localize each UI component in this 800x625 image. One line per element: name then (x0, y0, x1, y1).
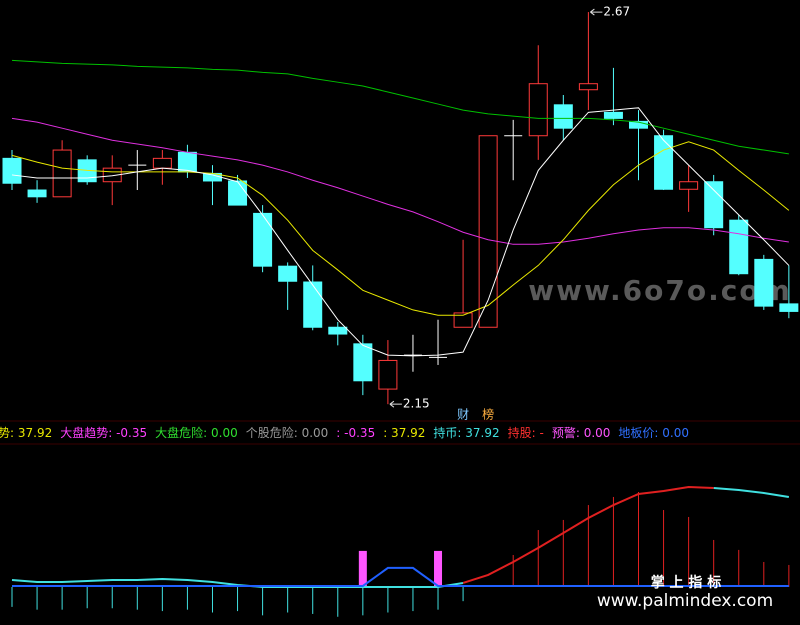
ma-line (11, 107, 790, 357)
marker: 榜 (482, 407, 494, 422)
legend-item: : -0.35 (336, 426, 376, 440)
watermark: www.6o7o.com (528, 274, 792, 307)
candle-body (729, 219, 749, 275)
candle-body (603, 111, 623, 119)
watermark: 掌 上 指 标 (651, 574, 722, 591)
candle-body (228, 180, 248, 206)
watermark: www.palmindex.com (597, 591, 773, 611)
warning-bar (434, 550, 443, 587)
candle-body (152, 157, 172, 169)
candle-body (52, 149, 72, 198)
legend-item: 大盘趋势: -0.35 (60, 426, 148, 440)
ma-line (11, 59, 789, 155)
candle-body (754, 258, 774, 307)
candle-body (528, 83, 548, 137)
candle-body (779, 303, 799, 312)
legend-item: 个股危险: 0.00 (245, 426, 329, 440)
legend-item: 持币: 37.92 (433, 426, 500, 440)
candle-body (704, 181, 724, 229)
candle-body (654, 135, 674, 190)
annotation: 2.67 (603, 5, 630, 19)
legend-item: 势: 37.92 (0, 426, 53, 440)
candle-body (679, 181, 699, 190)
candle-body (353, 343, 373, 382)
marker: 财 (457, 408, 469, 422)
annotation: 2.15 (403, 397, 430, 411)
annotation-arrow (389, 400, 402, 408)
candle-body (578, 83, 598, 91)
legend-item: 持股: - (507, 426, 544, 440)
candle-body (253, 212, 273, 267)
ma-line (11, 117, 789, 245)
candle-body (177, 151, 197, 173)
legend-item: 大盘危险: 0.00 (155, 426, 238, 440)
candle-body (478, 135, 498, 328)
candle-body (278, 265, 298, 282)
candle-body (553, 104, 573, 129)
legend-item: 地板价: 0.00 (618, 426, 689, 440)
candle-body (328, 326, 348, 335)
indicator-line (462, 486, 714, 584)
indicator-legend: 势: 37.92 大盘趋势: -0.35 大盘危险: 0.00 个股危险: 0.00:… (0, 424, 689, 442)
indicator-line (12, 566, 789, 587)
indicator-line (11, 487, 790, 588)
annotation-arrow (590, 8, 603, 16)
candle-body (303, 281, 323, 328)
candle-body (453, 312, 473, 328)
ma-line (11, 141, 790, 316)
candle-body (27, 189, 47, 198)
warning-bar (358, 550, 367, 587)
legend-item: 预警: 0.00 (551, 426, 611, 440)
candle-body (378, 359, 398, 390)
candle-body (2, 157, 22, 184)
legend-item: : 37.92 (383, 426, 426, 440)
